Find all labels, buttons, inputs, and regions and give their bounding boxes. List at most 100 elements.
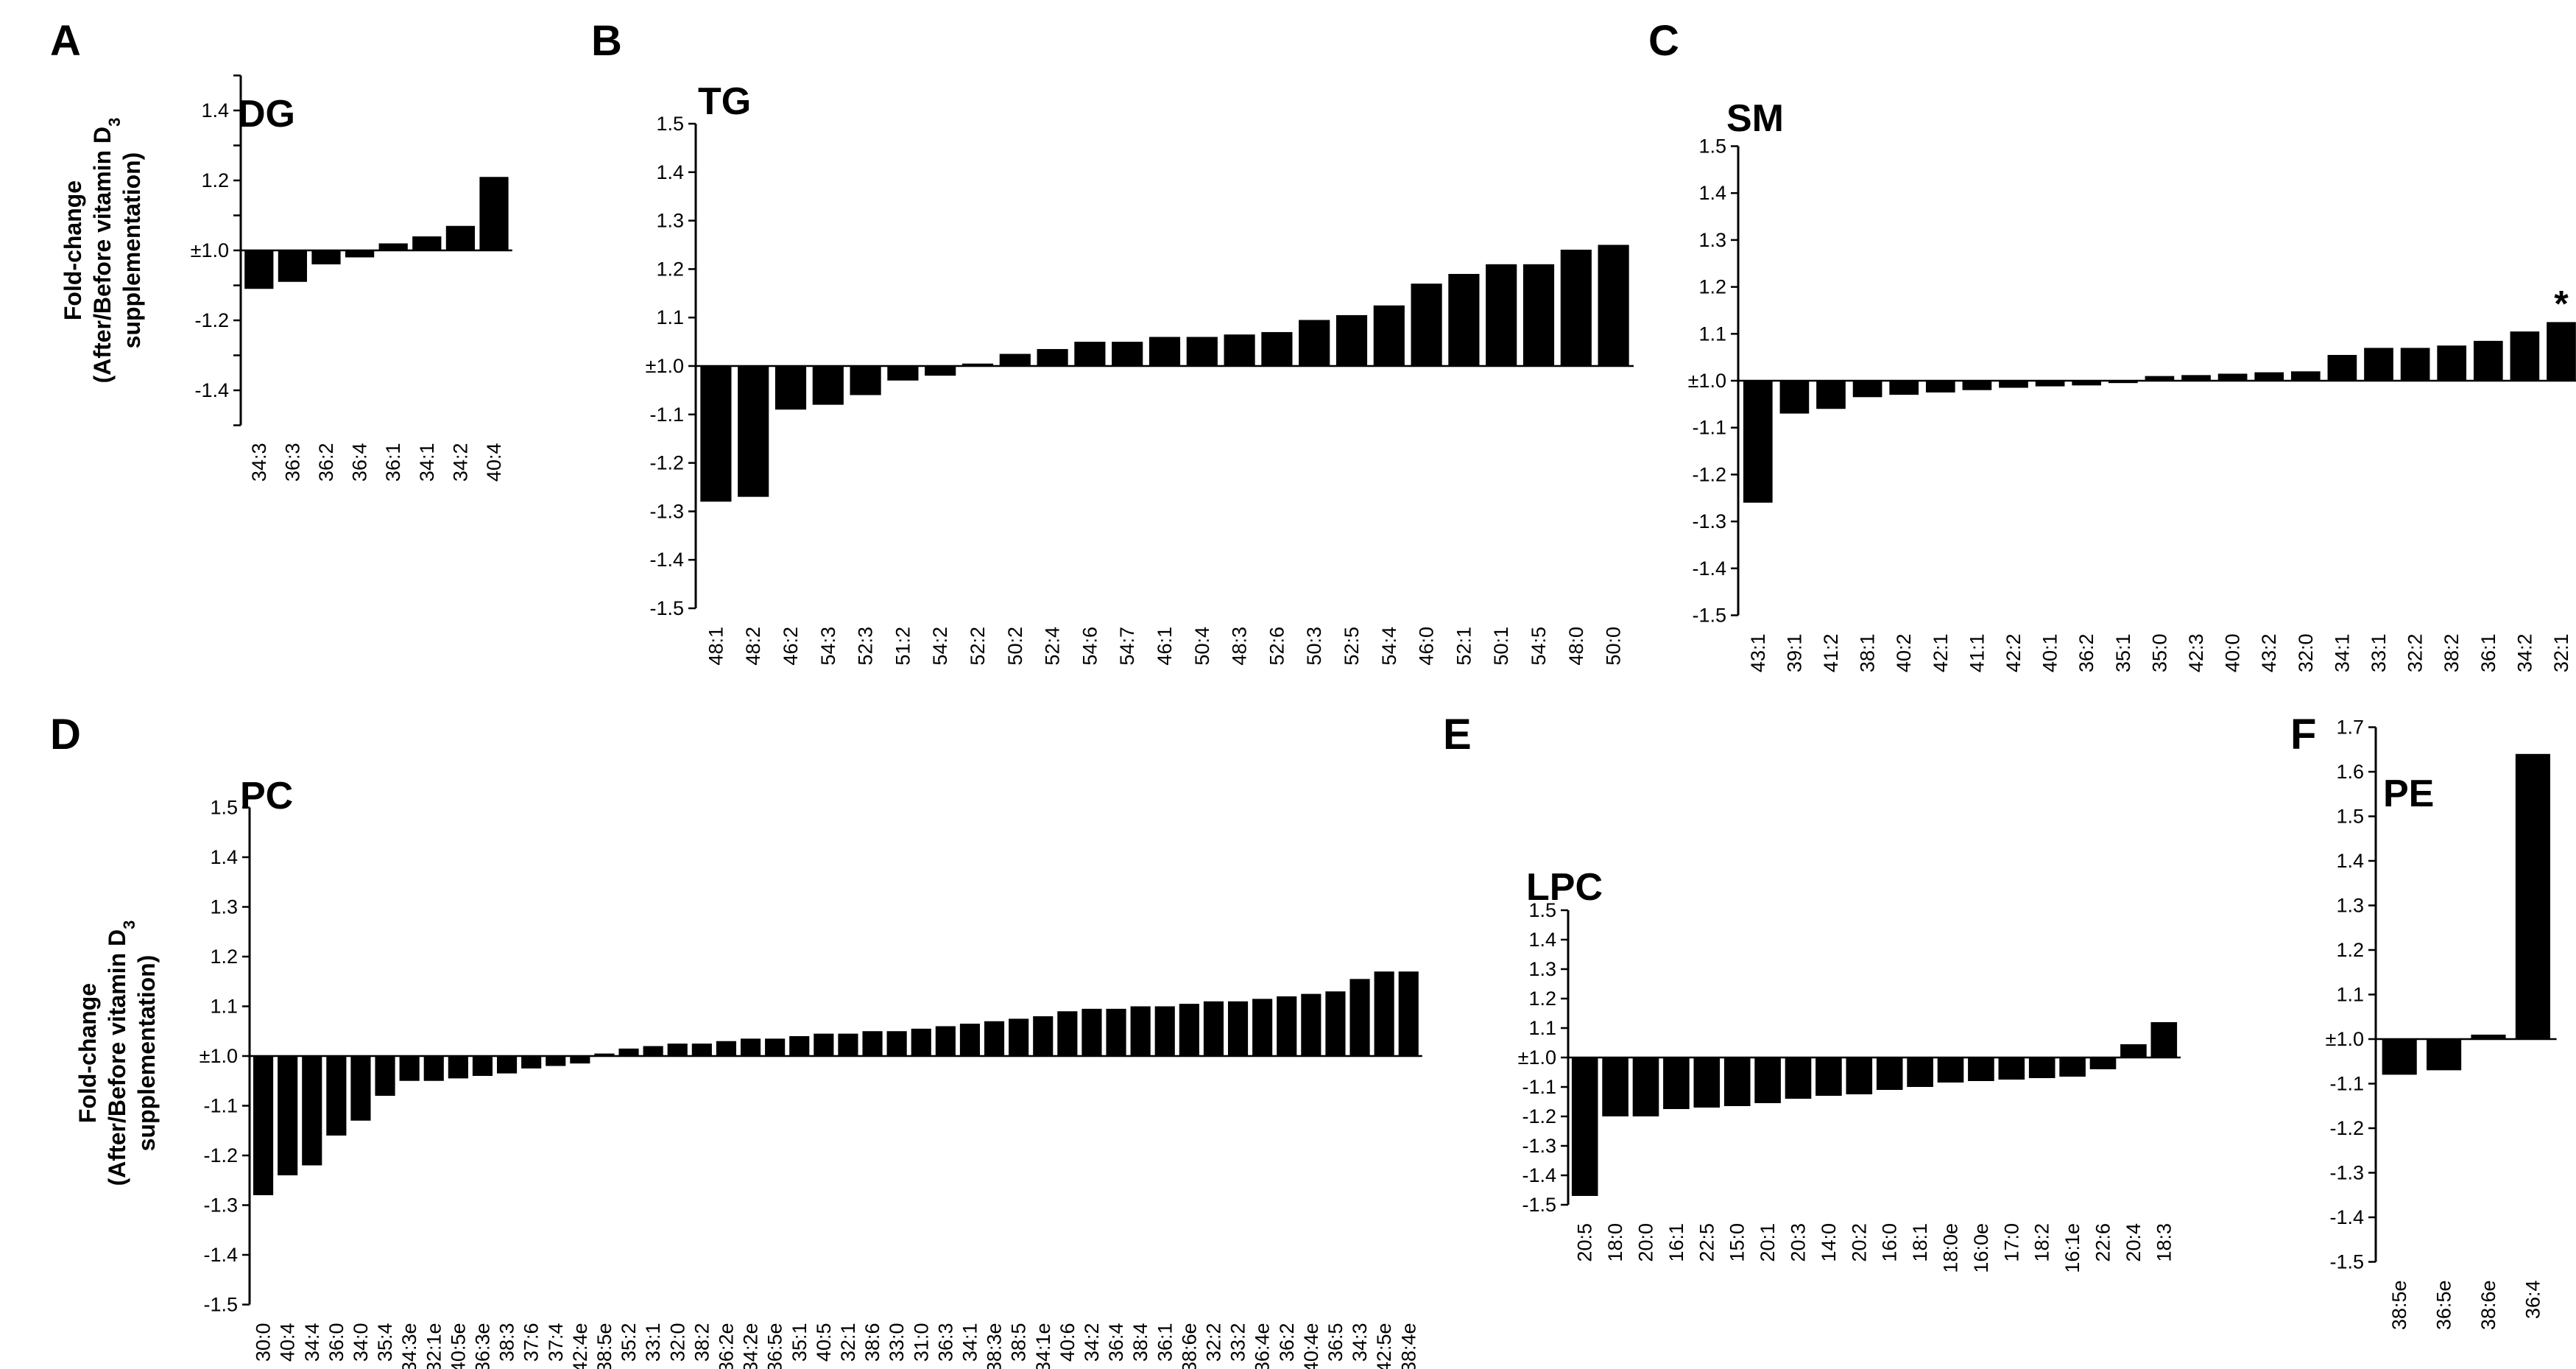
bar (1852, 381, 1882, 398)
bar (1925, 381, 1955, 393)
bar (925, 366, 956, 376)
category-label: 48:2 (742, 627, 764, 666)
y-axis-label-line: supplementation) (133, 955, 160, 1152)
bar (1815, 1057, 1842, 1096)
category-label: 22:5 (1695, 1223, 1718, 1262)
category-label: 40:4e (1300, 1323, 1322, 1369)
bar (345, 250, 375, 258)
bar (2035, 381, 2065, 387)
category-label: 16:1e (2061, 1223, 2083, 1273)
category-label: 37:4 (545, 1323, 567, 1362)
category-label: 36:2 (1276, 1323, 1298, 1362)
bar (2327, 354, 2357, 381)
category-label: 36:2e (715, 1323, 737, 1369)
y-tick-label: 1.1 (656, 306, 684, 328)
category-label: 42:4e (569, 1323, 591, 1369)
y-tick-label: 1.4 (656, 161, 684, 183)
bar (1081, 1008, 1102, 1056)
y-tick-label: 1.2 (1698, 276, 1726, 298)
bar (1632, 1057, 1659, 1116)
category-label: 52:5 (1341, 627, 1363, 666)
panel-d: D PC1.5 1.4 1.3 1.2 1.1 ±1.0 -1.1 -1.2 -1.3 -1.4 -1… (50, 711, 1422, 1369)
bar (375, 1056, 395, 1096)
bar (1663, 1057, 1690, 1109)
bar (2437, 345, 2467, 381)
category-label: 50:3 (1303, 627, 1325, 666)
y-tick-label: 1.3 (210, 896, 238, 918)
y-tick-label: 1.6 (2336, 761, 2364, 783)
bar (1252, 999, 1273, 1056)
category-label: 36:1 (382, 443, 404, 482)
category-label: 46:0 (1416, 627, 1438, 666)
bar (961, 363, 994, 366)
category-label: 42:2 (2002, 634, 2025, 673)
bar (1846, 1057, 1873, 1094)
panel-b: B TG 1.5 1.4 1.3 1.2 1.1 ±1.0 -1.1 -1.2 -1.3 -1.4 -1… (591, 17, 1634, 666)
bar (618, 1048, 639, 1056)
y-tick-label: -1.5 (1522, 1194, 1556, 1216)
category-label: 36:4 (1105, 1323, 1127, 1362)
bar (2181, 375, 2211, 381)
category-label: 32:2 (2404, 634, 2427, 673)
y-tick-label: ±1.0 (1688, 370, 1726, 392)
category-label: 40:5e (447, 1323, 469, 1369)
panel-letter: A (50, 17, 81, 65)
category-label: 42:1 (1930, 634, 1952, 673)
bar (1074, 342, 1106, 366)
bar (2515, 753, 2550, 1039)
bar (1560, 250, 1592, 366)
bar (311, 250, 341, 264)
category-label: 31:0 (910, 1323, 932, 1362)
y-tick-label: -1.4 (203, 1244, 238, 1266)
panel-letter: D (50, 711, 81, 759)
category-label: 36:4e (1252, 1323, 1274, 1369)
category-label: 16:0e (1970, 1223, 1992, 1273)
category-label: 51:2 (892, 627, 914, 666)
category-label: 54:4 (1378, 627, 1400, 666)
category-label: 48:0 (1565, 627, 1587, 666)
category-label: 38:5e (2388, 1281, 2410, 1331)
y-tick-label: -1.2 (2329, 1117, 2364, 1139)
panel-title: TG (698, 80, 751, 123)
y-axis-label-line: Fold-change (74, 983, 101, 1123)
bar (862, 1031, 883, 1056)
bar (378, 243, 408, 250)
category-label: 36:5 (1324, 1323, 1347, 1362)
y-tick-label: ±1.0 (191, 239, 229, 261)
bar (999, 353, 1031, 366)
category-label: 35:2 (618, 1323, 640, 1362)
bar (1301, 993, 1321, 1056)
y-tick-label: 1.2 (2336, 939, 2364, 961)
category-label: 38:3e (984, 1323, 1006, 1369)
category-label: 40:2 (1893, 634, 1915, 673)
bar (2108, 381, 2138, 384)
category-label: 42:3 (2185, 634, 2207, 673)
category-label: 33:0 (886, 1323, 908, 1362)
bar (1723, 1057, 1751, 1106)
y-tick-label: -1.3 (1522, 1135, 1556, 1157)
y-tick-label: 1.3 (1698, 229, 1726, 251)
bar (1785, 1057, 1812, 1099)
category-label: 50:1 (1490, 627, 1512, 666)
category-label: 38:4 (1129, 1323, 1151, 1362)
y-tick-label: 1.5 (210, 797, 238, 819)
bar (1261, 331, 1293, 366)
y-tick-label: -1.2 (1692, 463, 1726, 485)
category-label: 33:2 (1227, 1323, 1249, 1362)
bar (1148, 337, 1181, 366)
bar (850, 366, 881, 395)
category-label: 20:4 (2122, 1223, 2145, 1262)
y-tick-label: 1.3 (1528, 958, 1556, 980)
y-tick-label: -1.1 (1522, 1076, 1556, 1098)
category-label: 33:1 (2368, 634, 2390, 673)
category-label: 32:2 (1202, 1323, 1224, 1362)
bar (1057, 1011, 1078, 1056)
category-label: 14:0 (1818, 1223, 1840, 1262)
category-label: 34:1 (2331, 634, 2353, 673)
bar (959, 1024, 981, 1056)
y-tick-label: 1.4 (1698, 182, 1726, 204)
bar (1962, 381, 1992, 390)
category-label: 54:3 (817, 627, 839, 666)
bar (2473, 340, 2503, 381)
category-label: 54:5 (1528, 627, 1550, 666)
